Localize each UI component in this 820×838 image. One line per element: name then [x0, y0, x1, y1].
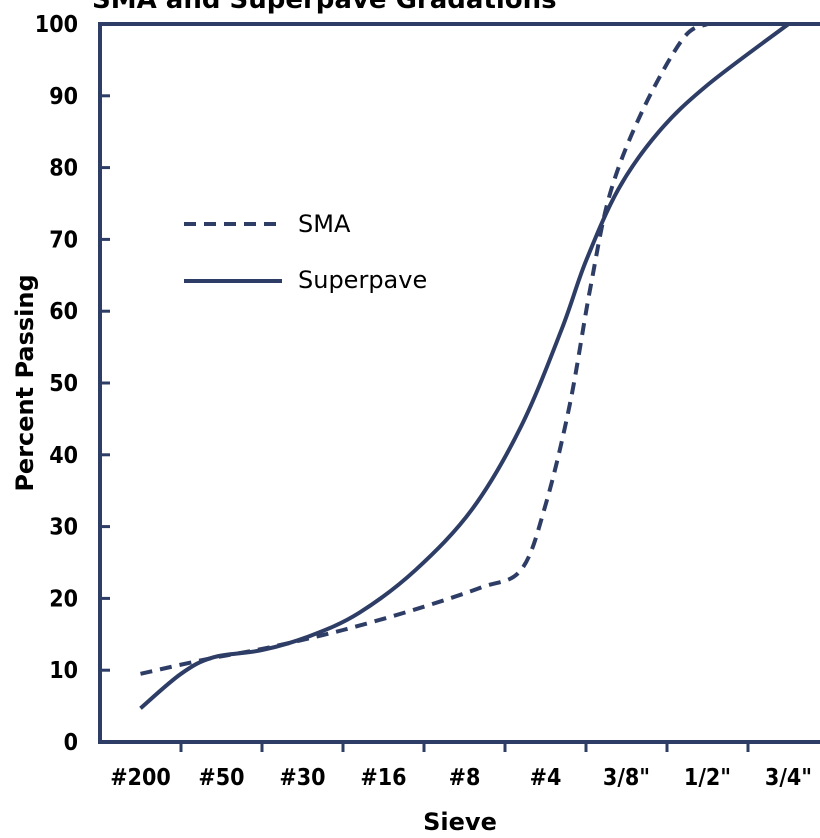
legend-sma-label: SMA: [298, 210, 351, 238]
x-tick-label: #4: [530, 765, 562, 791]
x-axis-ticks: #200 #50 #30 #16 #8 #4 3/8" 1/2" 3/4": [110, 742, 812, 791]
y-tick-label: 30: [49, 515, 78, 541]
x-tick-label: 3/8": [603, 765, 650, 791]
y-tick-label: 40: [49, 443, 78, 469]
series-line-superpave: [139, 22, 790, 710]
series-line-sma: [140, 22, 709, 676]
y-tick-label: 100: [35, 12, 78, 38]
x-tick-label: #8: [449, 765, 481, 791]
x-tick-label: #50: [198, 765, 244, 791]
y-tick-label: 60: [49, 299, 78, 325]
y-tick-label: 80: [49, 156, 78, 182]
y-tick-label: 20: [49, 586, 78, 612]
legend-superpave-label: Superpave: [298, 266, 427, 294]
y-axis-title: Percent Passing: [11, 274, 39, 491]
series-layer: [139, 22, 790, 710]
chart-title: SMA and Superpave Gradations: [92, 0, 557, 15]
x-tick-label: 1/2": [684, 765, 731, 791]
x-tick-label: #200: [110, 765, 171, 791]
x-tick-label: #16: [360, 765, 406, 791]
y-tick-label: 90: [49, 84, 78, 110]
y-tick-label: 50: [49, 371, 78, 397]
y-tick-label: 10: [49, 658, 78, 684]
y-tick-label: 0: [64, 730, 78, 756]
legend: SMA Superpave: [184, 210, 427, 294]
x-axis-title: Sieve: [423, 808, 497, 836]
x-tick-label: 3/4": [765, 765, 812, 791]
y-tick-label: 70: [49, 227, 78, 253]
x-tick-label: #30: [279, 765, 325, 791]
